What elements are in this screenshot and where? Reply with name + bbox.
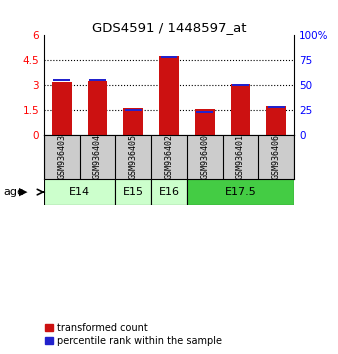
Bar <box>53 79 70 81</box>
Text: ▶: ▶ <box>19 187 27 197</box>
Bar <box>231 84 250 135</box>
Text: GSM936401: GSM936401 <box>236 134 245 179</box>
Bar <box>195 109 215 135</box>
Text: GSM936402: GSM936402 <box>165 134 173 179</box>
Text: E14: E14 <box>69 187 90 197</box>
Bar <box>196 111 213 113</box>
Bar <box>44 179 115 205</box>
Text: GSM936404: GSM936404 <box>93 134 102 179</box>
Text: GSM936405: GSM936405 <box>129 134 138 179</box>
Bar <box>125 109 142 111</box>
Legend: transformed count, percentile rank within the sample: transformed count, percentile rank withi… <box>45 323 222 346</box>
Text: E15: E15 <box>123 187 144 197</box>
Bar <box>123 108 143 135</box>
Bar <box>187 179 294 205</box>
Text: GSM936406: GSM936406 <box>272 134 281 179</box>
Text: age: age <box>3 187 24 197</box>
Bar <box>266 106 286 135</box>
Bar <box>88 81 107 135</box>
Bar <box>232 84 249 86</box>
Text: GSM936400: GSM936400 <box>200 134 209 179</box>
Text: GSM936403: GSM936403 <box>57 134 66 179</box>
Bar <box>89 79 106 81</box>
Bar <box>161 56 177 58</box>
Bar <box>151 179 187 205</box>
Title: GDS4591 / 1448597_at: GDS4591 / 1448597_at <box>92 21 246 34</box>
Bar <box>115 179 151 205</box>
Bar <box>52 82 72 135</box>
Text: E16: E16 <box>159 187 179 197</box>
Bar <box>268 106 285 108</box>
Text: E17.5: E17.5 <box>224 187 256 197</box>
Bar <box>159 56 179 135</box>
